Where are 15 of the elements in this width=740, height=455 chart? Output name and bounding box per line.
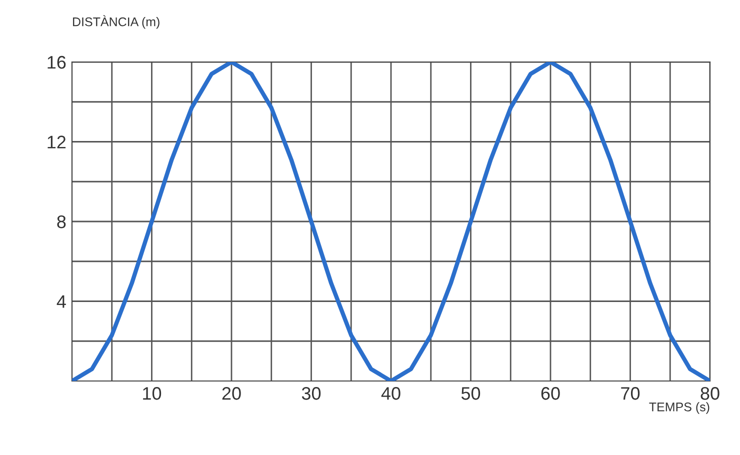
x-tick-label: 20	[222, 387, 241, 400]
x-tick-label: 30	[302, 387, 321, 400]
y-tick-label: 12	[48, 136, 66, 148]
y-axis-title: DISTÀNCIA (m)	[73, 15, 160, 29]
x-tick-label: 80	[700, 387, 720, 400]
y-tick-label: 8	[57, 215, 66, 228]
y-tick-label: 16	[48, 56, 66, 69]
y-tick-label: 4	[56, 295, 66, 308]
x-tick-label: 40	[381, 387, 400, 400]
x-axis-title: TEMPS (s)	[649, 402, 710, 414]
x-tick-label: 60	[541, 387, 560, 400]
x-tick-label: 10	[143, 387, 162, 400]
x-tick-label: 70	[621, 387, 640, 400]
line-series	[72, 62, 710, 381]
x-tick-label: 50	[461, 387, 480, 400]
